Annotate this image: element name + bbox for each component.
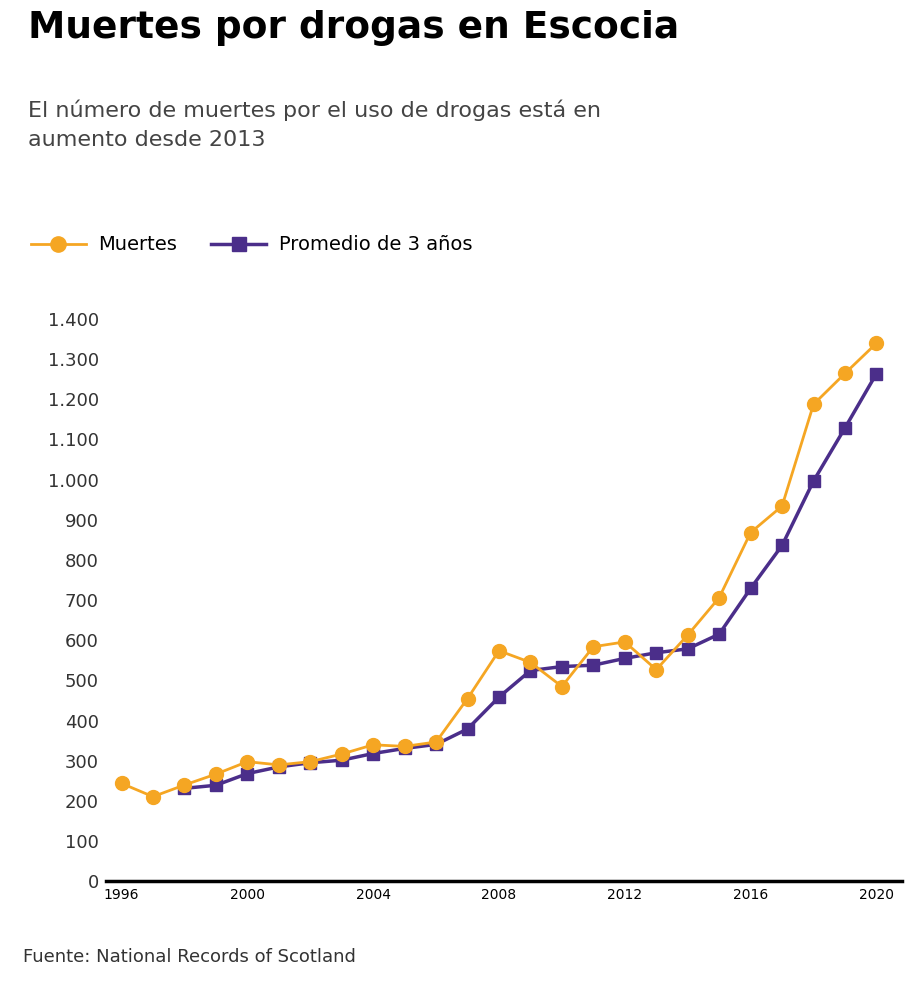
Text: BBC: BBC xyxy=(823,945,887,969)
Text: Promedio de 3 años: Promedio de 3 años xyxy=(278,234,471,254)
Text: Muertes por drogas en Escocia: Muertes por drogas en Escocia xyxy=(28,10,678,46)
Text: El número de muertes por el uso de drogas está en
aumento desde 2013: El número de muertes por el uso de droga… xyxy=(28,100,600,150)
Text: Fuente: National Records of Scotland: Fuente: National Records of Scotland xyxy=(23,948,356,966)
Text: Muertes: Muertes xyxy=(98,234,177,254)
